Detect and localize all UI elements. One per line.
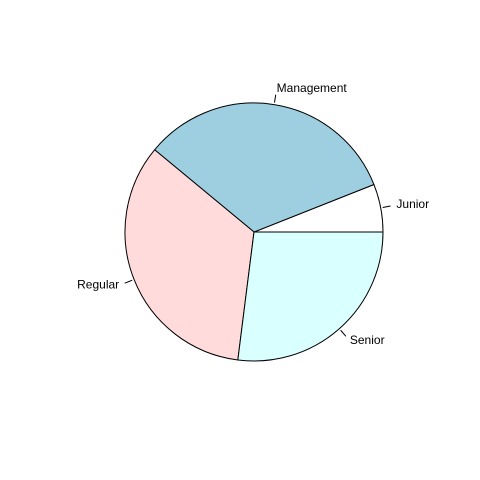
pie-label-senior: Senior (350, 333, 385, 347)
pie-slices (124, 102, 384, 362)
pie-label-regular: Regular (77, 278, 119, 292)
pie-label-junior: Junior (396, 197, 429, 211)
pie-label-management: Management (277, 81, 348, 95)
pie-slice-senior (237, 231, 384, 362)
pie-labels: Junior Management Regular Senior (77, 81, 429, 347)
pie-slice-regular (124, 149, 255, 361)
pie-label-tick-junior (382, 205, 391, 208)
pie-label-tick-senior (340, 329, 347, 337)
pie-label-tick-management (273, 94, 277, 103)
pie-label-tick-regular (124, 279, 133, 284)
pie-slice-management (154, 102, 375, 233)
